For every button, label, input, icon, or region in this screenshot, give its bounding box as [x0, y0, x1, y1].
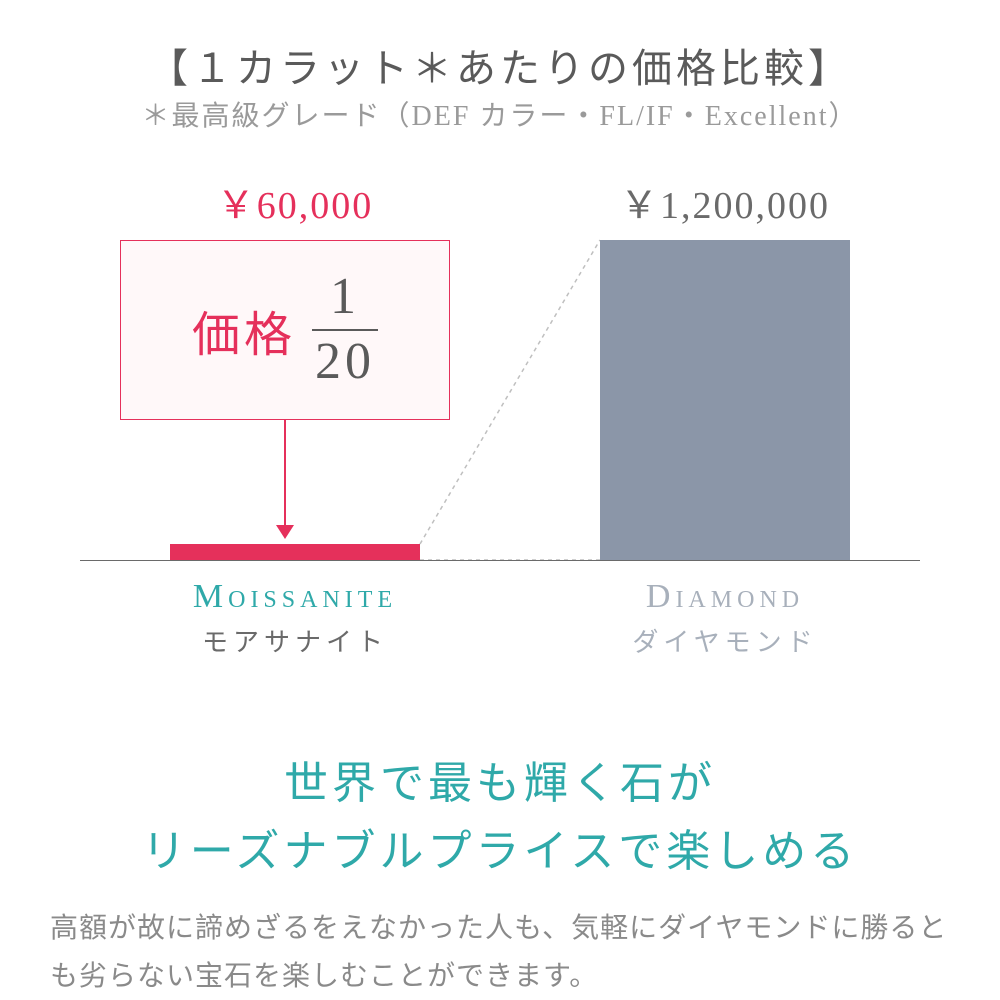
fraction-numerator: 1 — [312, 270, 378, 331]
moissanite-label-en: Moissanite — [120, 578, 470, 616]
moissanite-label-jp: モアサナイト — [120, 622, 470, 659]
moissanite-price-label: ￥60,000 — [120, 174, 470, 229]
page-title: 【１カラット＊あたりの価格比較】 — [0, 36, 1000, 94]
fraction-denominator: 20 — [315, 331, 375, 390]
callout-arrow-icon — [276, 420, 294, 539]
diamond-bar — [600, 240, 850, 560]
diamond-label-en: Diamond — [550, 578, 900, 616]
price-ratio-callout: 価格 1 20 — [120, 240, 450, 420]
footer-headline-line2: リーズナブルプライスで楽しめる — [142, 827, 858, 876]
page-subtitle: ＊最高級グレード（DEF カラー・FL/IF・Excellent） — [0, 94, 1000, 134]
moissanite-bar — [170, 544, 420, 560]
callout-prefix: 価格 — [192, 295, 296, 365]
callout-fraction: 1 20 — [312, 270, 378, 389]
footer-headline: 世界で最も輝く石が リーズナブルプライスで楽しめる — [0, 750, 1000, 886]
footer-body: 高額が故に諦めざるをえなかった人も、気軽にダイヤモンドに勝るとも劣らない宝石を楽… — [50, 905, 950, 1000]
footer-headline-line1: 世界で最も輝く石が — [284, 759, 716, 808]
diamond-label-jp: ダイヤモンド — [550, 622, 900, 659]
diamond-price-label: ￥1,200,000 — [550, 174, 900, 229]
price-comparison-chart: ￥60,000 ￥1,200,000 価格 1 20 Moissanite モア… — [80, 160, 920, 660]
chart-baseline — [80, 560, 920, 561]
